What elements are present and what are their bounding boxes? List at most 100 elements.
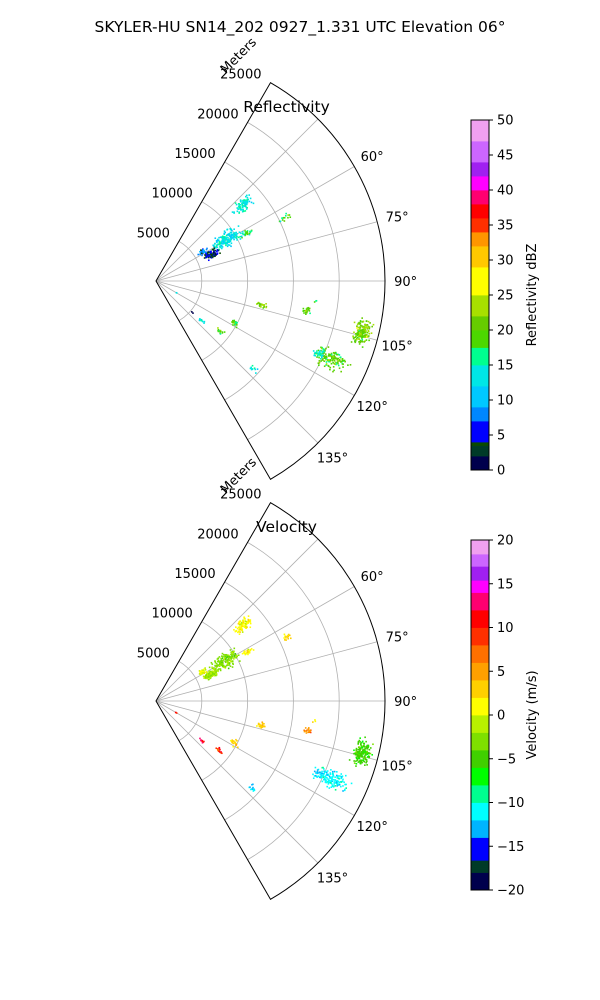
colorbar-segment [471, 841, 489, 844]
echo-cell [365, 753, 367, 756]
echo-cell [262, 307, 265, 309]
colorbar-segment [471, 407, 489, 410]
colorbar-tick-label: 35 [497, 219, 514, 234]
echo-cell [306, 311, 308, 314]
echo-cell [247, 198, 250, 201]
echo-cell [237, 208, 239, 211]
echo-cell [200, 252, 203, 255]
echo-cell [358, 334, 361, 336]
echo-cluster [313, 769, 329, 779]
colorbar-segment [471, 132, 489, 135]
colorbar-segment [471, 195, 489, 198]
colorbar-tick-label: −20 [497, 884, 524, 899]
echo-cell [215, 666, 218, 669]
colorbar-segment [471, 550, 489, 553]
echo-cell [261, 722, 264, 725]
echo-cell [204, 669, 207, 671]
echo-cell [333, 354, 335, 357]
echo-cell [245, 627, 248, 629]
echo-cluster [256, 721, 266, 729]
colorbar-segment [471, 244, 489, 247]
velocity-colorbar-label: Velocity (m/s) [525, 670, 540, 759]
echo-cell [366, 747, 369, 750]
colorbar-segment [471, 764, 489, 767]
echo-cell [244, 205, 247, 207]
echo-cell [359, 335, 362, 337]
colorbar-segment [471, 561, 489, 564]
echo-cell [323, 350, 326, 353]
echo-cell [331, 770, 334, 773]
echo-cell [370, 332, 373, 334]
echo-cell [227, 233, 230, 236]
echo-cell [330, 353, 333, 356]
echo-cell [366, 753, 369, 755]
echo-cell [359, 749, 361, 752]
colorbar-segment [471, 830, 489, 833]
echo-cell [302, 307, 305, 310]
echo-cell [261, 724, 264, 726]
echo-cell [339, 356, 342, 359]
echo-cell [332, 366, 335, 368]
colorbar-segment [471, 141, 489, 144]
echo-cell [355, 337, 358, 340]
echo-cell [362, 330, 365, 332]
echo-cell [224, 236, 227, 238]
colorbar-tick-label: 25 [497, 289, 514, 304]
colorbar-segment [471, 713, 489, 716]
colorbar-segment [471, 722, 489, 725]
colorbar-segment [471, 834, 489, 837]
echo-cell [207, 259, 210, 262]
echo-cell [221, 663, 223, 666]
echo-cell [283, 220, 286, 222]
azimuth-tick-label: 120° [357, 820, 388, 835]
colorbar-segment [471, 169, 489, 172]
echo-cell [216, 248, 219, 251]
echo-cell [357, 326, 360, 329]
echo-cell [215, 668, 217, 670]
echo-cell [363, 755, 366, 757]
echo-cell [367, 326, 370, 329]
echo-cell [213, 674, 215, 677]
echo-cell [366, 336, 368, 338]
echo-cell [359, 327, 361, 330]
colorbar-segment [471, 597, 489, 600]
echo-cell [328, 787, 331, 789]
colorbar-segment [471, 345, 489, 348]
colorbar-segment [471, 303, 489, 306]
echo-cell [233, 656, 236, 658]
echo-cell [328, 354, 331, 357]
echo-cell [206, 252, 209, 255]
colorbar-segment [471, 211, 489, 214]
colorbar-segment [471, 279, 489, 282]
echo-cell [247, 651, 250, 653]
colorbar-segment [471, 316, 489, 319]
colorbar-segment [471, 431, 489, 434]
echo-cell [362, 325, 364, 328]
colorbar-segment [471, 851, 489, 854]
echo-cell [313, 352, 316, 355]
echo-cell [230, 229, 233, 232]
echo-cell [365, 746, 368, 748]
colorbar-segment [471, 459, 489, 462]
echo-cell [359, 747, 362, 749]
echo-cell [307, 306, 310, 309]
colorbar-segment [471, 638, 489, 641]
colorbar-segment [471, 545, 489, 548]
echo-cell [234, 321, 237, 324]
colorbar-segment [471, 825, 489, 828]
echo-cell [336, 771, 338, 773]
echo-cell [354, 340, 356, 343]
colorbar-segment [471, 606, 489, 609]
echo-cell [211, 675, 213, 677]
echo-cell [204, 677, 207, 680]
colorbar-segment [471, 877, 489, 880]
colorbar-segment [471, 447, 489, 450]
echo-cell [322, 774, 324, 777]
echo-cell [238, 633, 241, 635]
echo-cell [342, 366, 344, 368]
echo-cell [307, 728, 310, 731]
echo-cell [214, 661, 217, 664]
colorbar-segment [471, 827, 489, 830]
echo-cell [218, 661, 221, 663]
echo-cell [218, 656, 221, 658]
